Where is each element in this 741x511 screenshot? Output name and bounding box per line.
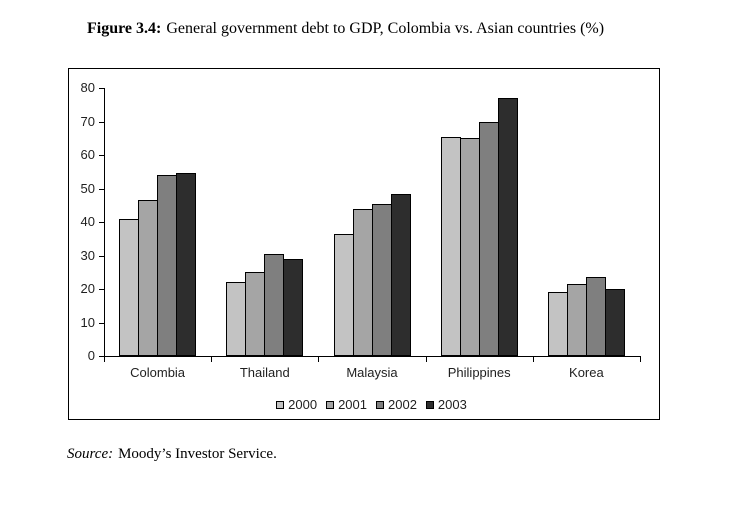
- legend-item-2000: 2000: [276, 397, 317, 412]
- figure-title-text: General government debt to GDP, Colombia…: [166, 20, 605, 37]
- bar-malaysia-2001: [352, 208, 373, 356]
- legend-swatch-2001: [326, 400, 335, 409]
- source-line: Source: Moody’s Investor Service.: [67, 446, 277, 463]
- bar-korea-2001: [566, 283, 587, 356]
- legend-swatch-2000: [276, 400, 285, 409]
- source-label: Source:: [67, 446, 114, 462]
- bar-colombia-2002: [157, 175, 178, 356]
- y-tick: [99, 88, 104, 89]
- legend-swatch-2003: [425, 400, 434, 409]
- legend-label-2003: 2003: [437, 397, 467, 412]
- y-tick: [99, 289, 104, 290]
- y-tick: [99, 222, 104, 223]
- x-tick: [318, 356, 320, 362]
- legend-swatch-2002: [376, 400, 384, 409]
- figure-number: Figure 3.4:: [87, 20, 162, 37]
- y-tick: [99, 188, 104, 190]
- x-tick: [425, 356, 427, 362]
- y-tick: [99, 155, 104, 156]
- y-tick-label: 30: [80, 247, 95, 263]
- y-axis: [104, 88, 105, 362]
- bar-philippines-2001: [459, 138, 480, 356]
- x-tick: [532, 356, 534, 362]
- legend-item-2003: 2003: [425, 397, 467, 412]
- legend-item-2001: 2001: [326, 397, 367, 412]
- bar-malaysia-2000: [333, 233, 354, 356]
- y-tick-label: 20: [80, 281, 95, 296]
- category-label-colombia: Colombia: [130, 365, 186, 380]
- bar-malaysia-2003: [390, 193, 411, 356]
- bar-philippines-2002: [478, 121, 499, 356]
- figure-title: Figure 3.4: General government debt to GD…: [87, 20, 604, 38]
- category-label-thailand: Thailand: [239, 365, 290, 380]
- y-tick-label: 70: [80, 113, 95, 129]
- bar-colombia-2003: [176, 173, 197, 356]
- x-tick: [640, 356, 641, 362]
- y-tick-label: 10: [80, 314, 95, 330]
- chart-legend: 2000 2001 2002 2003: [104, 397, 639, 412]
- legend-label-2000: 2000: [288, 397, 318, 412]
- y-tick-label: 40: [80, 214, 95, 229]
- bar-malaysia-2002: [371, 203, 392, 356]
- y-tick-label: 50: [80, 180, 95, 196]
- x-axis: [104, 356, 641, 357]
- bar-korea-2000: [547, 292, 568, 356]
- bar-philippines-2000: [440, 136, 461, 356]
- bar-colombia-2000: [119, 218, 140, 356]
- bar-colombia-2001: [138, 200, 159, 356]
- bar-thailand-2002: [264, 253, 285, 356]
- bar-philippines-2003: [497, 98, 518, 356]
- bar-korea-2003: [604, 289, 625, 356]
- category-label-philippines: Philippines: [447, 365, 511, 380]
- y-tick: [99, 356, 104, 357]
- category-label-korea: Korea: [569, 365, 604, 380]
- legend-label-2002: 2002: [388, 397, 417, 412]
- y-tick-label: 60: [80, 147, 95, 162]
- bar-thailand-2000: [226, 282, 247, 356]
- source-text: Moody’s Investor Service.: [118, 446, 277, 462]
- y-tick: [99, 322, 104, 324]
- legend-item-2002: 2002: [376, 397, 417, 412]
- legend-label-2001: 2001: [338, 397, 367, 412]
- y-tick: [99, 121, 104, 123]
- bar-thailand-2001: [245, 272, 266, 356]
- bar-thailand-2003: [283, 258, 304, 356]
- chart-frame: 0 10 20 30 40 50 60 70 80 Colombia Thailand Malaysi…: [68, 68, 660, 420]
- category-label-malaysia: Malaysia: [346, 365, 398, 380]
- bar-korea-2002: [585, 277, 606, 356]
- plot-area: 0 10 20 30 40 50 60 70 80 Colombia Thailand Malaysi…: [69, 69, 659, 419]
- y-tick-label: 80: [80, 80, 95, 95]
- y-tick: [99, 255, 104, 257]
- y-tick-label: 0: [87, 348, 95, 363]
- x-tick: [211, 356, 213, 362]
